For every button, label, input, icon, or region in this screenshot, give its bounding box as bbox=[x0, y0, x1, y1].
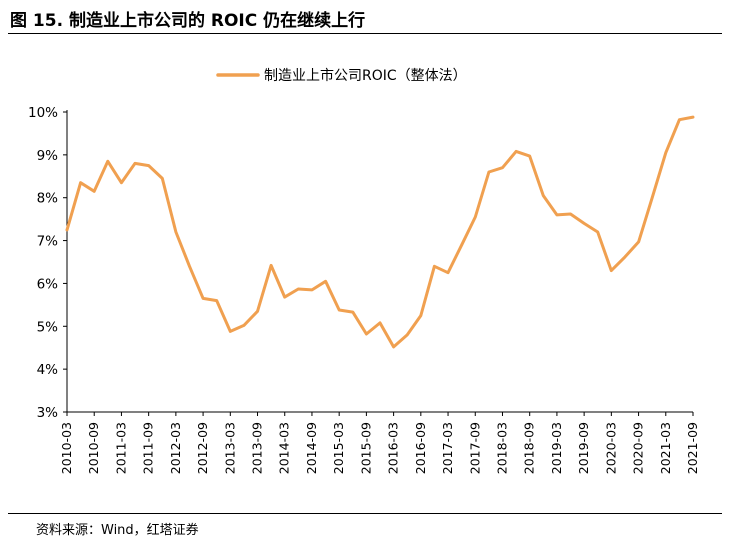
y-tick-label: 3% bbox=[37, 405, 59, 421]
data-point bbox=[324, 280, 327, 283]
data-point bbox=[678, 118, 681, 121]
x-tick-label: 2018-09 bbox=[522, 422, 537, 474]
legend-label: 制造业上市公司ROIC（整体法） bbox=[264, 67, 467, 84]
data-point bbox=[351, 310, 354, 314]
data-point bbox=[201, 297, 205, 300]
data-point bbox=[501, 166, 504, 169]
y-tick-labels: 3% 4% 5% 6% 7% 8% 9% 10% bbox=[28, 105, 67, 421]
data-point bbox=[596, 230, 599, 234]
data-point bbox=[569, 212, 572, 216]
x-tick-label: 2017-09 bbox=[467, 422, 482, 474]
data-point bbox=[610, 269, 613, 272]
y-tick-label: 5% bbox=[37, 319, 59, 335]
data-point bbox=[147, 164, 150, 167]
data-point bbox=[637, 240, 640, 244]
y-tick-label: 4% bbox=[37, 362, 59, 378]
data-point bbox=[242, 324, 246, 327]
data-point bbox=[174, 230, 178, 234]
x-tick-label: 2020-09 bbox=[631, 422, 646, 474]
data-point bbox=[664, 151, 667, 154]
data-point bbox=[269, 264, 273, 267]
data-point bbox=[188, 265, 191, 268]
series-layer bbox=[65, 115, 695, 349]
data-point bbox=[215, 299, 218, 302]
top-rule bbox=[8, 33, 722, 34]
x-tick-label: 2014-03 bbox=[277, 422, 292, 474]
legend: 制造业上市公司ROIC（整体法） bbox=[216, 67, 467, 84]
x-tick-label: 2013-03 bbox=[222, 422, 237, 474]
y-tick-label: 7% bbox=[37, 234, 59, 250]
x-tick-label: 2021-03 bbox=[658, 422, 673, 474]
x-tick-labels: 2010-03 2010-09 2011-03 2011-09 2012-03 2012-… bbox=[59, 412, 700, 474]
bottom-rule bbox=[8, 513, 722, 514]
data-point bbox=[93, 190, 96, 193]
chart-axes bbox=[66, 110, 693, 413]
data-point bbox=[406, 333, 409, 337]
data-point bbox=[542, 194, 545, 197]
x-tick-label: 2010-09 bbox=[86, 422, 101, 474]
data-point bbox=[229, 330, 232, 333]
data-point bbox=[528, 154, 531, 158]
data-point bbox=[337, 308, 341, 312]
x-tick-label: 2020-03 bbox=[603, 422, 618, 474]
data-point bbox=[419, 314, 423, 317]
x-tick-label: 2011-03 bbox=[113, 422, 128, 474]
data-point bbox=[691, 115, 695, 119]
x-tick-label: 2011-09 bbox=[141, 422, 156, 474]
data-point bbox=[120, 181, 123, 184]
data-point bbox=[474, 215, 477, 219]
x-tick-label: 2017-03 bbox=[440, 422, 455, 474]
data-point bbox=[310, 288, 314, 292]
source-note: 资料来源：Wind，红塔证券 bbox=[36, 523, 199, 538]
x-tick-label: 2015-03 bbox=[331, 422, 346, 474]
data-point bbox=[79, 181, 82, 184]
data-point bbox=[392, 345, 395, 349]
x-tick-label: 2016-03 bbox=[386, 422, 401, 474]
x-tick-label: 2015-09 bbox=[358, 422, 373, 474]
data-point bbox=[106, 160, 110, 163]
y-tick-label: 6% bbox=[37, 276, 59, 292]
x-tick-label: 2019-09 bbox=[576, 422, 591, 474]
y-tick-label: 10% bbox=[28, 105, 58, 121]
data-point bbox=[365, 332, 368, 336]
data-point bbox=[446, 271, 450, 274]
data-point bbox=[514, 150, 518, 153]
roic-series-line bbox=[65, 115, 695, 349]
data-point bbox=[297, 287, 300, 291]
x-tick-label: 2010-03 bbox=[59, 422, 74, 474]
data-point bbox=[623, 255, 627, 259]
x-tick-label: 2014-09 bbox=[304, 422, 319, 474]
data-point bbox=[256, 310, 259, 313]
data-point bbox=[283, 295, 286, 299]
y-tick-label: 8% bbox=[37, 191, 59, 207]
y-tick-label: 9% bbox=[37, 148, 59, 164]
data-point bbox=[65, 228, 69, 232]
x-tick-label: 2021-09 bbox=[685, 422, 700, 474]
data-point bbox=[161, 177, 164, 180]
data-point bbox=[133, 162, 137, 165]
data-point bbox=[378, 321, 382, 325]
data-point bbox=[433, 265, 436, 268]
x-tick-label: 2018-03 bbox=[494, 422, 509, 474]
data-point bbox=[555, 213, 559, 217]
x-tick-label: 2013-09 bbox=[250, 422, 265, 474]
data-point bbox=[460, 243, 463, 247]
figure-title: 图 15. 制造业上市公司的 ROIC 仍在继续上行 bbox=[10, 11, 366, 31]
x-tick-label: 2012-09 bbox=[195, 422, 210, 474]
data-point bbox=[650, 196, 654, 199]
x-tick-label: 2019-03 bbox=[549, 422, 564, 474]
roic-line-chart: 3%4%5%6%7%8%9%10% 2010-03 2010-09 2011-03 2… bbox=[28, 67, 700, 474]
data-point bbox=[582, 222, 586, 225]
x-tick-label: 2012-03 bbox=[168, 422, 183, 474]
data-point bbox=[487, 170, 491, 174]
x-tick-label: 2016-09 bbox=[413, 422, 428, 474]
